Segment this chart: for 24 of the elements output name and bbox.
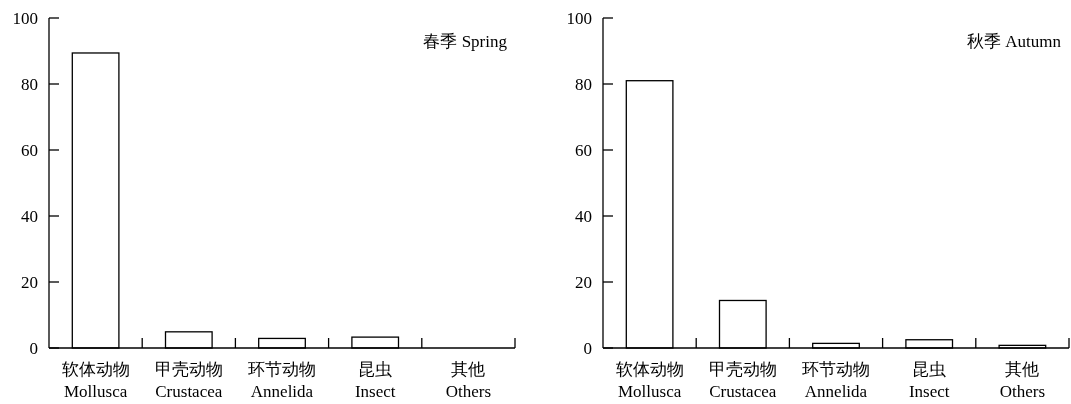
x-tick-label: 甲壳动物 Crustacea bbox=[708, 360, 777, 401]
y-tick-label: 20 bbox=[21, 273, 38, 292]
x-tick-label: 其他 Others bbox=[999, 360, 1046, 401]
y-tick-label: 100 bbox=[12, 9, 38, 28]
x-tick-label: 其他 Others bbox=[445, 360, 492, 401]
x-tick-label: 环节动物 Annelida bbox=[248, 360, 316, 401]
y-tick-label: 100 bbox=[566, 9, 592, 28]
x-tick-label: 昆虫 Insect bbox=[908, 360, 950, 401]
y-tick-label: 80 bbox=[575, 75, 592, 94]
y-tick-label: 40 bbox=[21, 207, 38, 226]
x-tick-label: 昆虫 Insect bbox=[354, 360, 396, 401]
text: 春季 Spring bbox=[423, 32, 508, 51]
y-tick-label: 80 bbox=[21, 75, 38, 94]
y-tick-label: 0 bbox=[29, 339, 38, 358]
y-tick-label: 60 bbox=[575, 141, 592, 160]
y-tick-label: 40 bbox=[575, 207, 592, 226]
x-tick-label: 软体动物 Mollusca bbox=[615, 360, 684, 401]
x-tick-label: 环节动物 Annelida bbox=[802, 360, 870, 401]
y-tick-label: 60 bbox=[21, 141, 38, 160]
x-tick-label: 软体动物 Mollusca bbox=[61, 360, 130, 401]
y-tick-label: 20 bbox=[575, 273, 592, 292]
text: 秋季 Autumn bbox=[967, 32, 1062, 51]
x-tick-label: 甲壳动物 Crustacea bbox=[154, 360, 223, 401]
y-tick-label: 0 bbox=[583, 339, 592, 358]
